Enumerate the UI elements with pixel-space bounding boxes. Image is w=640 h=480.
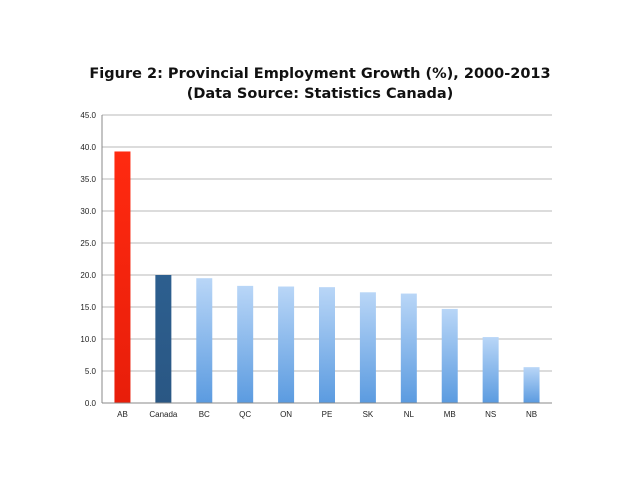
chart-title: Figure 2: Provincial Employment Growth (… [0,64,640,104]
bar-on [278,286,295,403]
y-tick-label: 20.0 [80,271,96,280]
y-tick-label: 45.0 [80,111,96,120]
y-tick-label: 15.0 [80,303,96,312]
bar-qc [237,285,254,403]
y-tick-label: 40.0 [80,143,96,152]
chart-title-line: Figure 2: Provincial Employment Growth (… [89,66,551,82]
bar-mb [441,308,458,403]
bar-nl [400,293,417,403]
x-tick-label: ON [280,410,292,419]
bar-ns [482,337,499,403]
bar-sk [359,292,376,403]
chart-subtitle-line: (Data Source: Statistics Canada) [186,86,454,102]
x-tick-label: MB [444,410,456,419]
y-tick-label: 25.0 [80,239,96,248]
x-tick-label: NL [404,410,415,419]
x-tick-label: Canada [149,410,178,419]
x-tick-label: AB [117,410,128,419]
y-tick-label: 35.0 [80,175,96,184]
x-tick-label: PE [322,410,333,419]
y-tick-label: 0.0 [85,399,97,408]
x-tick-label: NS [485,410,496,419]
bar-ab [114,151,131,403]
y-tick-label: 30.0 [80,207,96,216]
bars [114,151,540,403]
y-tick-label: 5.0 [85,367,97,376]
bar-bc [196,278,213,403]
bar-pe [319,287,335,403]
x-tick-label: QC [239,410,251,419]
y-axis-ticks: 0.0 5.0 10.0 15.0 20.0 25.0 30.0 35.0 40.0 45.0 [80,111,96,408]
bar-canada [155,275,172,403]
y-tick-label: 10.0 [80,335,96,344]
x-tick-label: NB [526,410,537,419]
x-tick-label: SK [363,410,374,419]
x-axis-ticks: AB Canada BC QC ON PE SK NL MB NS NB [117,410,537,419]
gridlines [102,114,552,372]
bar-nb [523,367,540,403]
x-tick-label: BC [199,410,210,419]
